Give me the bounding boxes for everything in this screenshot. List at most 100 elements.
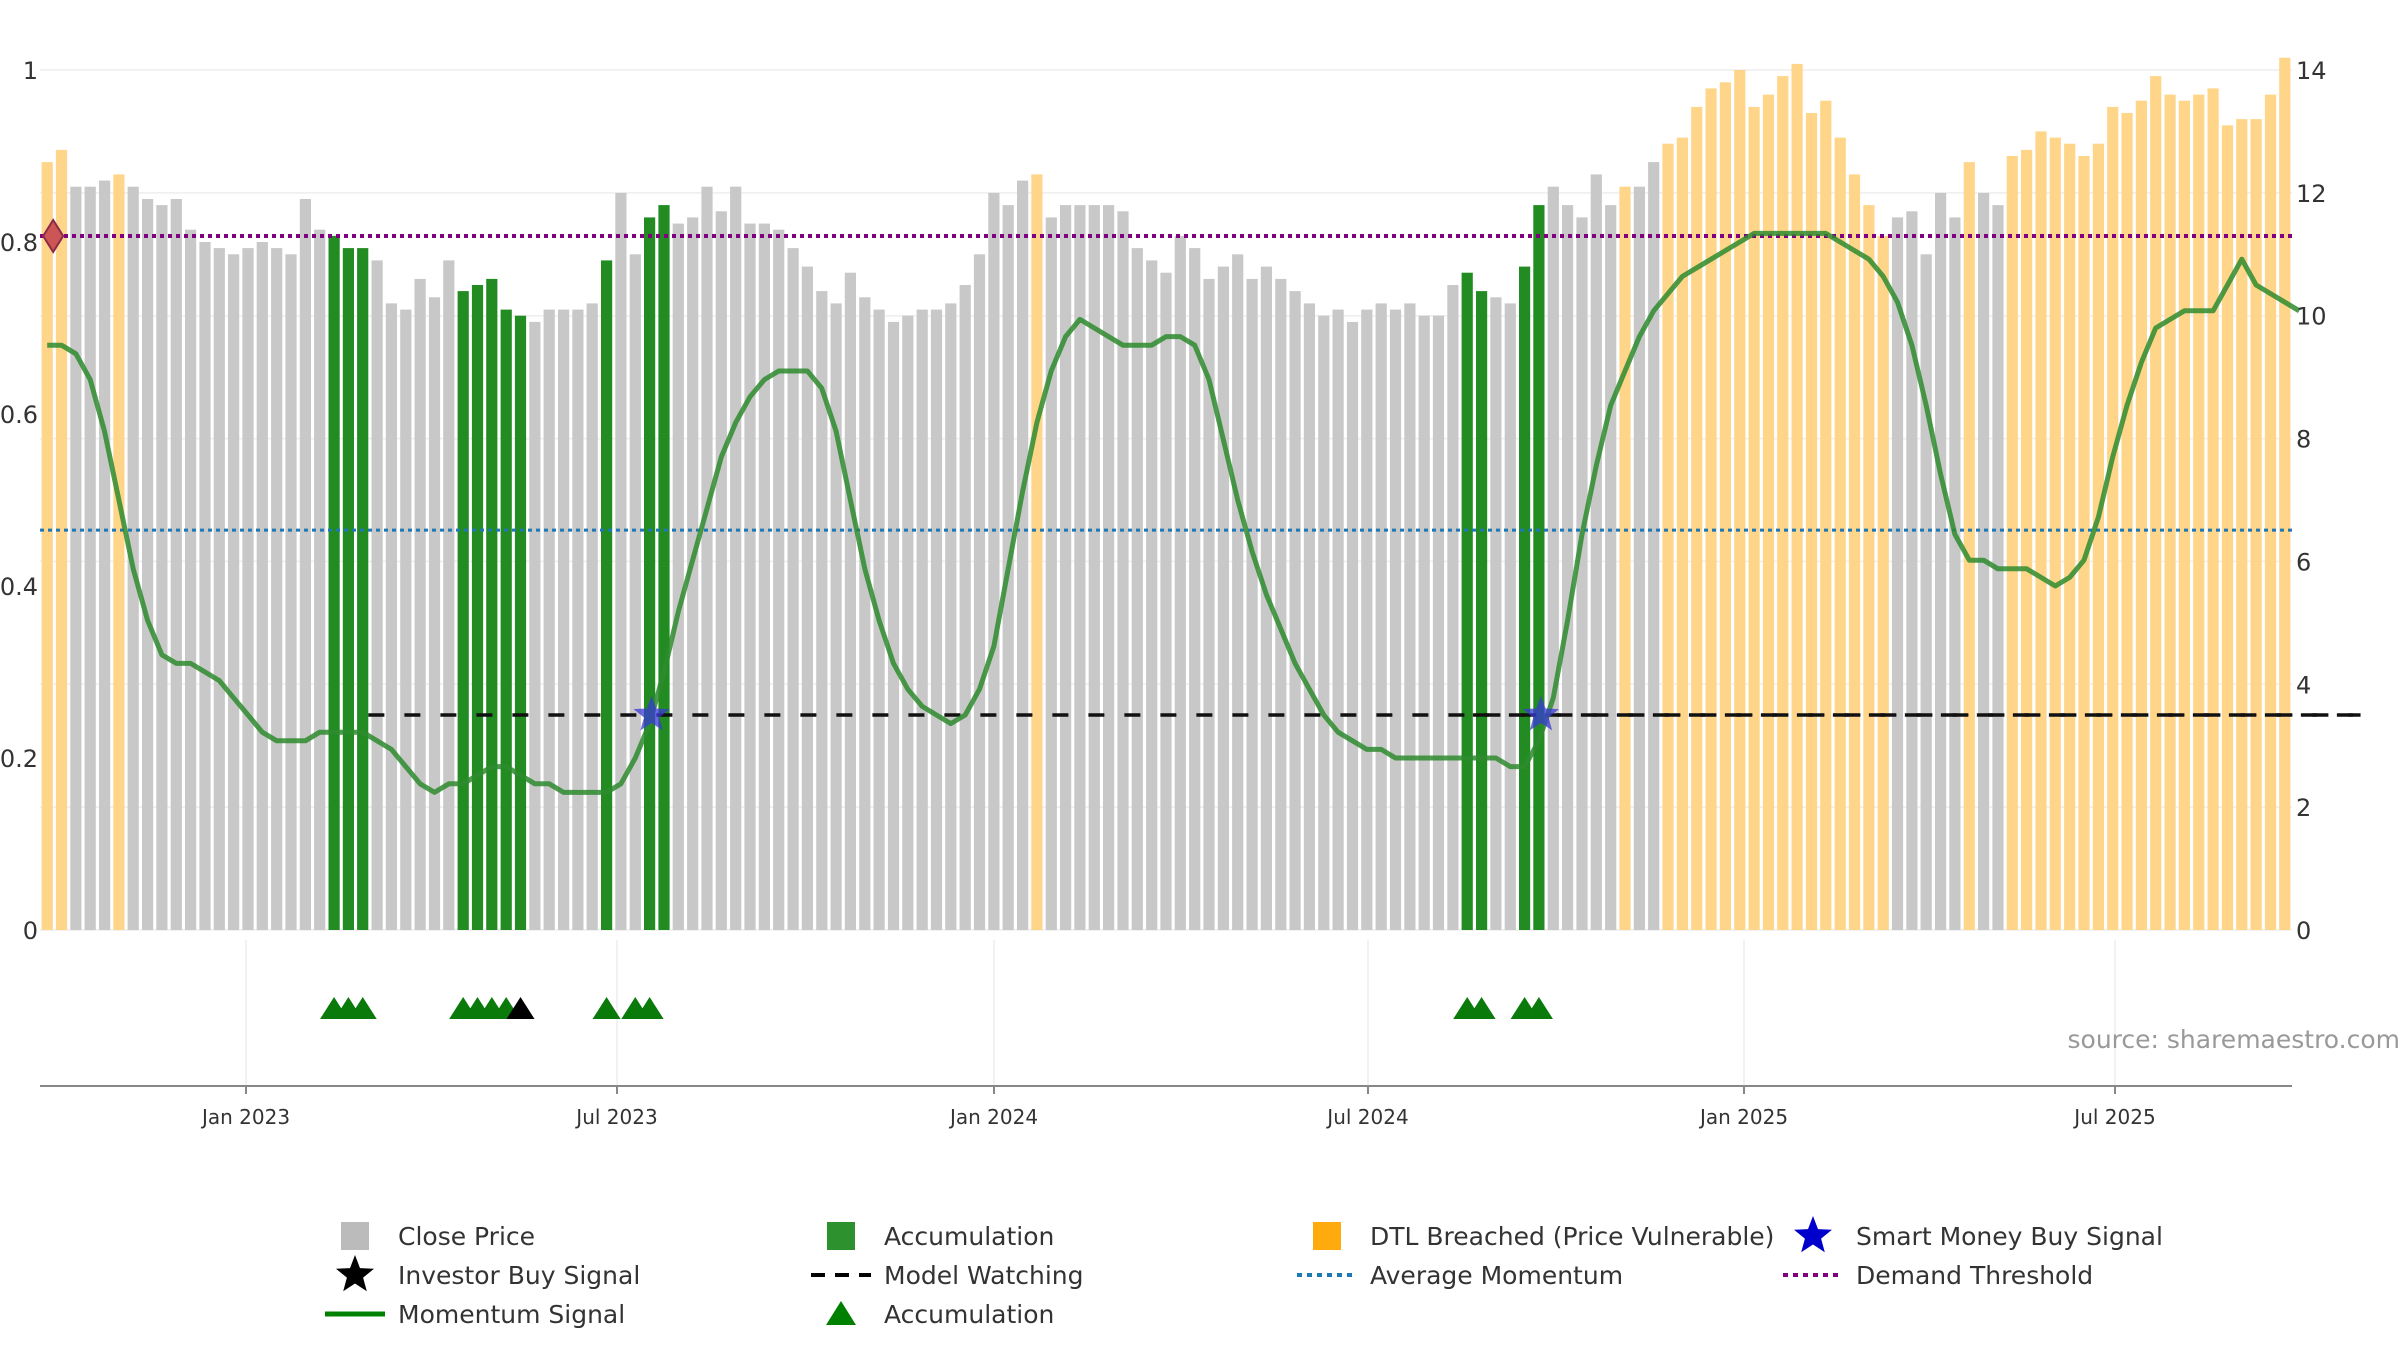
price-bar bbox=[486, 278, 498, 930]
reference-lines bbox=[40, 233, 2361, 717]
price-bar bbox=[773, 229, 785, 930]
price-bar bbox=[672, 223, 684, 931]
price-bar bbox=[314, 229, 326, 930]
price-bar bbox=[213, 248, 225, 931]
price-bar bbox=[285, 254, 297, 931]
legend-swatch-square bbox=[1313, 1222, 1341, 1250]
price-bar bbox=[500, 309, 512, 931]
price-bar bbox=[2164, 94, 2176, 931]
signal-panel bbox=[245, 940, 2116, 1086]
price-bar bbox=[615, 192, 627, 930]
price-bar bbox=[887, 321, 900, 930]
price-bar bbox=[701, 186, 713, 930]
legend-label: Accumulation bbox=[884, 1300, 1054, 1329]
price-bar bbox=[371, 260, 383, 930]
price-bar bbox=[1848, 174, 1861, 930]
price-bar bbox=[2107, 106, 2119, 930]
momentum-line bbox=[47, 230, 2301, 795]
price-bar bbox=[1891, 217, 1904, 930]
price-bar bbox=[1217, 266, 1229, 931]
price-bar bbox=[1633, 186, 1645, 930]
legend-swatch-square bbox=[341, 1222, 369, 1250]
price-bar bbox=[629, 254, 641, 931]
price-bar bbox=[543, 309, 555, 931]
price-bars bbox=[41, 57, 2291, 931]
y-right-tick-label: 12 bbox=[2296, 180, 2327, 208]
price-bar bbox=[1906, 211, 1918, 931]
price-bar bbox=[2264, 94, 2277, 931]
price-bar bbox=[1174, 235, 1186, 930]
price-bar bbox=[930, 309, 943, 931]
price-bar bbox=[2150, 76, 2162, 931]
price-bar bbox=[242, 248, 254, 931]
investor-buy-triangle bbox=[506, 997, 535, 1019]
price-bar bbox=[586, 303, 598, 930]
price-bar bbox=[1346, 321, 1359, 930]
price-bar bbox=[816, 291, 828, 931]
y-left-tick-label: 0 bbox=[23, 917, 38, 945]
price-bar bbox=[199, 242, 211, 930]
price-bar bbox=[328, 235, 340, 930]
price-bar bbox=[1461, 272, 1473, 930]
price-bar bbox=[471, 285, 484, 930]
price-bar bbox=[1289, 291, 1301, 931]
y-left-tick-label: 0.6 bbox=[0, 401, 38, 429]
price-bar bbox=[1734, 70, 1746, 930]
accumulation-triangle bbox=[348, 997, 377, 1019]
price-bar bbox=[84, 186, 96, 930]
price-bar bbox=[1447, 285, 1459, 930]
price-bar bbox=[142, 199, 154, 930]
price-bar bbox=[1117, 211, 1129, 931]
price-bar bbox=[1877, 235, 1889, 930]
price-bar bbox=[357, 248, 369, 931]
price-bar bbox=[902, 315, 914, 930]
y-right-tick-label: 14 bbox=[2296, 57, 2327, 85]
price-bar bbox=[1088, 205, 1100, 931]
price-bar bbox=[973, 254, 986, 931]
price-bar bbox=[529, 321, 541, 930]
x-tick-label: Jul 2024 bbox=[1325, 1105, 1408, 1129]
price-bar bbox=[156, 205, 168, 931]
price-bar bbox=[428, 297, 441, 930]
price-bar bbox=[2121, 113, 2133, 930]
price-bar bbox=[1303, 303, 1315, 930]
price-bar bbox=[1935, 192, 1947, 930]
price-bar bbox=[945, 303, 957, 930]
price-bar bbox=[271, 248, 283, 931]
price-bar bbox=[1031, 174, 1043, 930]
y-right-tick-label: 8 bbox=[2296, 426, 2311, 454]
price-bar bbox=[2078, 156, 2090, 930]
price-bar bbox=[1820, 100, 1832, 930]
price-bar bbox=[758, 223, 770, 931]
price-bar bbox=[1060, 205, 1072, 931]
price-bar bbox=[1662, 143, 1674, 930]
price-bar bbox=[2236, 119, 2248, 931]
price-bar bbox=[1074, 205, 1086, 931]
smart-money-buy-star bbox=[633, 696, 670, 731]
price-bar bbox=[2135, 100, 2147, 930]
price-bar bbox=[558, 309, 570, 931]
y-right-tick-label: 4 bbox=[2296, 671, 2311, 699]
legend-label: Momentum Signal bbox=[398, 1300, 625, 1329]
price-bar bbox=[514, 315, 527, 930]
legend-label: Investor Buy Signal bbox=[398, 1261, 640, 1290]
price-bar bbox=[1432, 315, 1445, 930]
price-bar bbox=[1103, 205, 1115, 931]
price-bar bbox=[55, 149, 68, 930]
left-y-axis: 0 0.2 0.4 0.6 0.8 1 bbox=[0, 57, 38, 945]
price-bar bbox=[2064, 143, 2076, 930]
price-bar bbox=[228, 254, 240, 931]
y-right-tick-label: 2 bbox=[2296, 794, 2311, 822]
price-bar bbox=[1834, 137, 1846, 931]
signal-markers bbox=[41, 218, 1559, 731]
price-bar bbox=[1576, 217, 1588, 930]
price-bar bbox=[1246, 278, 1258, 930]
x-tick-label: Jan 2023 bbox=[200, 1105, 290, 1129]
price-bar bbox=[844, 272, 856, 930]
price-bar bbox=[988, 192, 1000, 930]
price-bar bbox=[1418, 315, 1430, 930]
price-bar bbox=[1648, 162, 1660, 931]
price-bar bbox=[1590, 174, 1602, 930]
price-bar bbox=[1949, 217, 1961, 930]
